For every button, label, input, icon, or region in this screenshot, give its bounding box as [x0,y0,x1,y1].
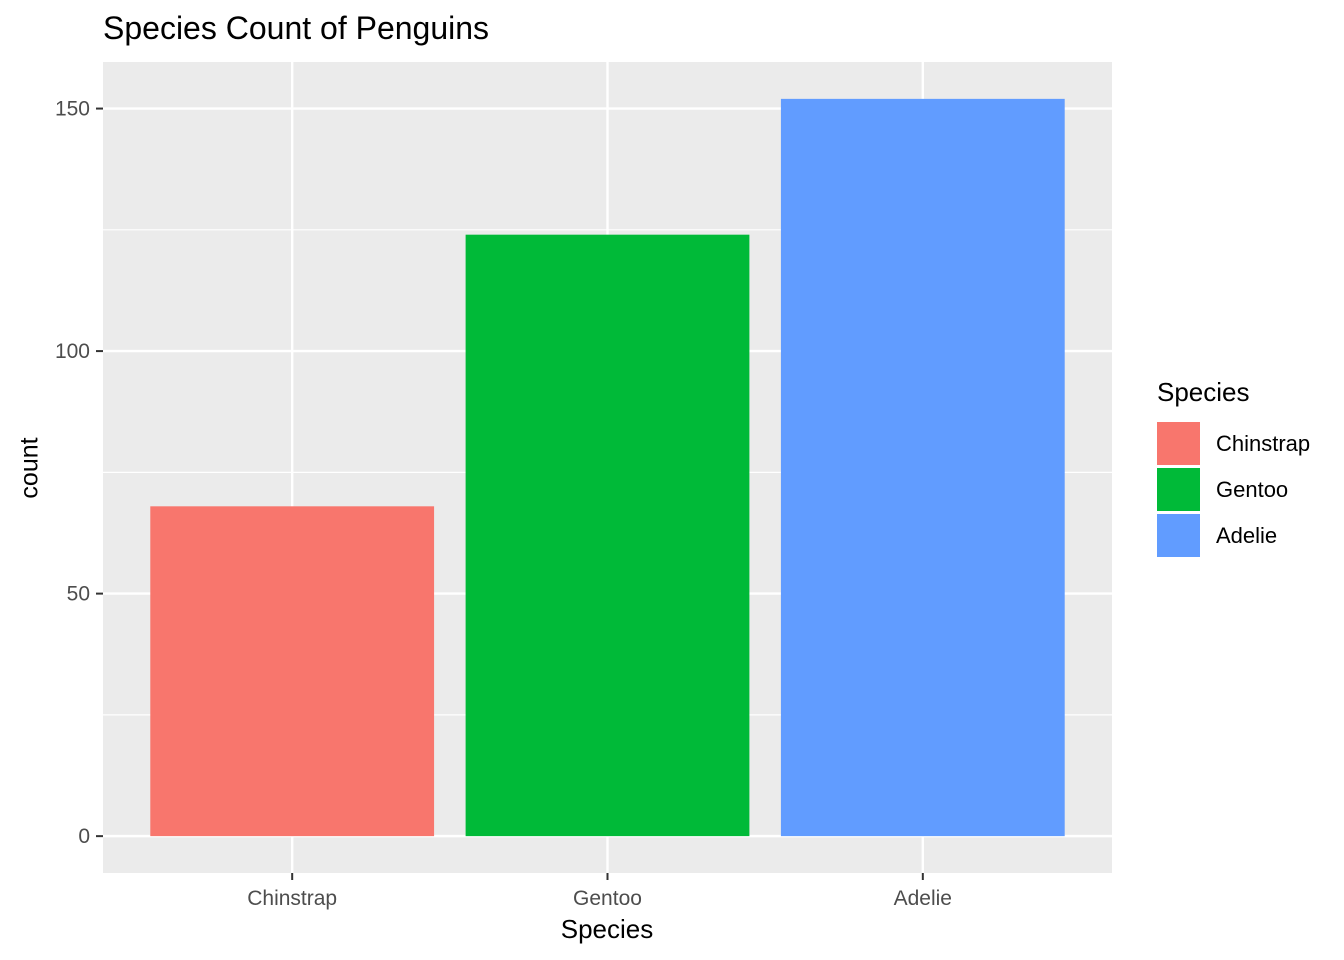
x-tick-label: Adelie [894,887,952,910]
x-axis-label: Species [560,914,654,944]
bar-chinstrap [150,506,435,837]
x-axis: Chinstrap Gentoo Adelie [247,873,952,910]
legend-item-adelie: Adelie [1157,514,1277,557]
y-tick-label: 100 [55,340,90,363]
y-axis-label: count [15,437,44,499]
legend-label: Adelie [1216,522,1278,548]
x-tick-label: Gentoo [573,887,642,910]
y-tick-label: 50 [67,583,90,606]
legend-key-gentoo [1157,468,1200,511]
x-tick-label: Chinstrap [247,887,337,910]
legend-key-adelie [1157,514,1200,557]
bar-gentoo [465,234,750,837]
legend-label: Gentoo [1216,476,1289,502]
legend-label: Chinstrap [1216,430,1311,456]
legend-item-gentoo: Gentoo [1157,468,1288,511]
chart-title: Species Count of Penguins [103,10,490,46]
bars [150,98,1065,837]
legend-key-chinstrap [1157,422,1200,465]
y-tick-label: 150 [55,98,90,121]
y-tick-label: 0 [78,825,90,848]
legend-title: Species [1157,377,1250,407]
bar-adelie [780,98,1065,837]
legend-item-chinstrap: Chinstrap [1157,422,1310,465]
y-axis: 0 50 100 150 [55,98,103,848]
